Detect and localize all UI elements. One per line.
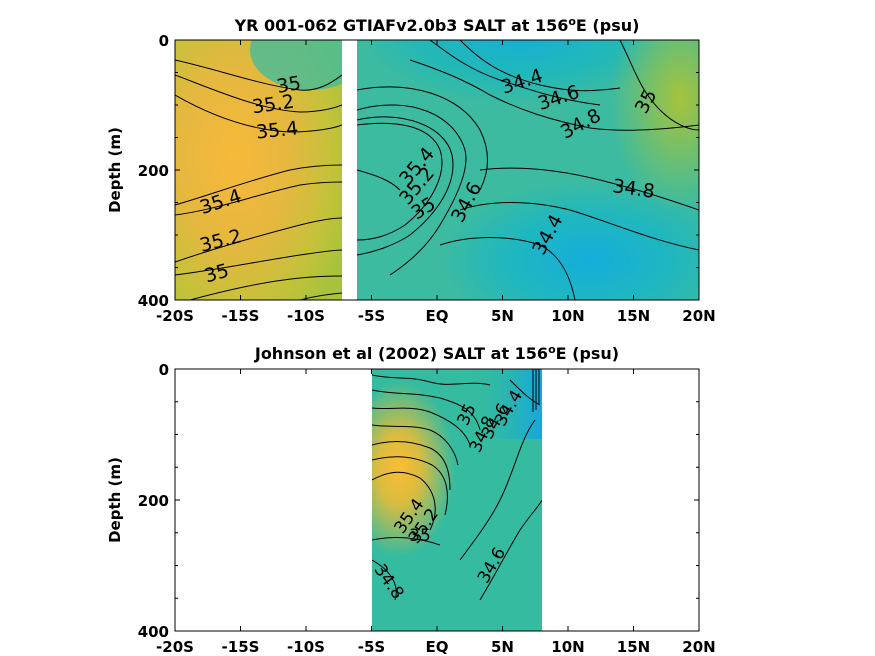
- top-left-field: [175, 40, 342, 300]
- x-tick-label: 5N: [491, 307, 514, 325]
- top-right-field: [357, 40, 699, 300]
- x-tick-label: 10N: [551, 638, 584, 656]
- x-tick-label: -10S: [287, 638, 325, 656]
- x-tick-label: 15N: [617, 638, 650, 656]
- x-tick-label: -15S: [222, 307, 260, 325]
- x-tick-label: 5N: [491, 638, 514, 656]
- y-tick-label: 400: [138, 292, 169, 310]
- contour-label: 35.4: [255, 117, 299, 143]
- x-tick-label: EQ: [426, 638, 449, 656]
- x-tick-label: -15S: [222, 638, 260, 656]
- y-tick-label: 400: [138, 623, 169, 641]
- y-tick-label: 0: [159, 361, 169, 379]
- x-tick-label: -5S: [358, 307, 385, 325]
- x-tick-label: 10N: [551, 307, 584, 325]
- top-axis-ticks: -20S -15S -10S -5S EQ 5N 10N 15N 20N 0 200 400: [138, 32, 716, 325]
- x-tick-label: -5S: [358, 638, 385, 656]
- x-tick-label: -20S: [156, 638, 194, 656]
- contour-label: 35: [275, 72, 303, 98]
- y-tick-label: 200: [138, 162, 169, 180]
- bottom-title: Johnson et al (2002) SALT at 156oE (psu): [254, 343, 619, 363]
- top-data-gap: [342, 40, 357, 300]
- bottom-y-axis-label: Depth (m): [106, 457, 124, 543]
- x-tick-label: 20N: [682, 307, 715, 325]
- bottom-data-field: [372, 369, 542, 631]
- x-tick-label: 20N: [682, 638, 715, 656]
- y-tick-label: 200: [138, 492, 169, 510]
- x-tick-label: EQ: [426, 307, 449, 325]
- contour-label: 35: [409, 526, 431, 546]
- x-tick-label: -10S: [287, 307, 325, 325]
- y-tick-label: 0: [159, 32, 169, 50]
- top-y-axis-label: Depth (m): [106, 127, 124, 213]
- x-tick-label: 15N: [617, 307, 650, 325]
- top-title: YR 001-062 GTIAFv2.0b3 SALT at 156oE (ps…: [234, 15, 640, 35]
- bottom-axis-ticks: -20S -15S -10S -5S EQ 5N 10N 15N 20N 0 200 400: [138, 361, 716, 656]
- top-panel: -20S -15S -10S -5S EQ 5N 10N 15N 20N 0 200 400 35 35…: [106, 15, 716, 325]
- x-tick-label: -20S: [156, 307, 194, 325]
